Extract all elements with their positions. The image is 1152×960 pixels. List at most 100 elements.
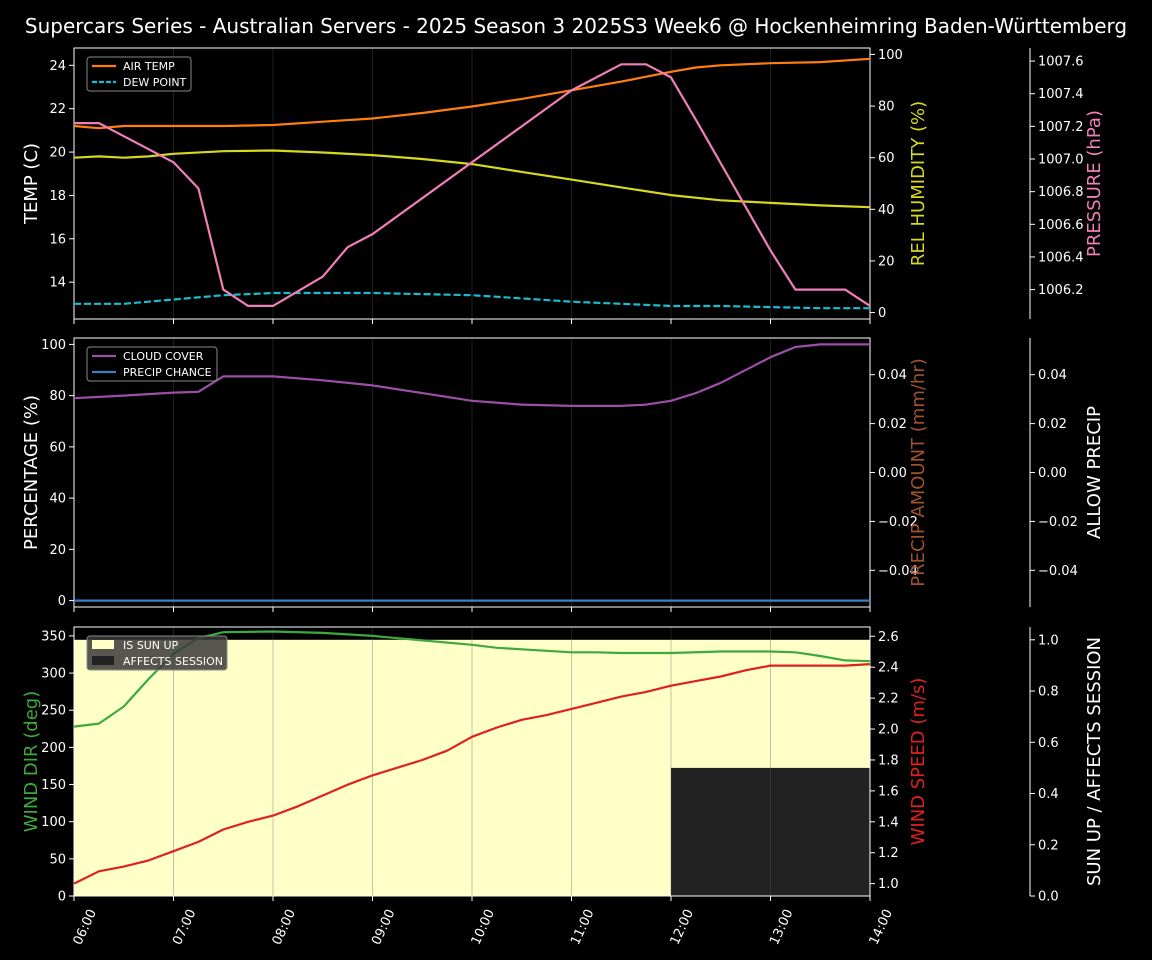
- x-tick-label: 09:00: [369, 907, 398, 947]
- legend-label: CLOUD COVER: [123, 350, 204, 363]
- x-tick-label: 08:00: [270, 907, 299, 947]
- legend-label: PRECIP CHANCE: [123, 366, 212, 379]
- y-tick-label-right2: −0.02: [1038, 515, 1078, 530]
- y-tick-label-right: 100: [878, 48, 903, 63]
- y-tick-label-right2: 1007.4: [1038, 87, 1084, 102]
- y-tick-label-left: 40: [49, 492, 66, 507]
- panel-3: [69, 626, 1035, 901]
- y-tick-label-right: 80: [878, 100, 895, 115]
- y-tick-label-left: 20: [49, 146, 66, 161]
- y-tick-label-right2: 1006.6: [1038, 218, 1084, 233]
- y-tick-label-right2: 0.0: [1038, 890, 1059, 905]
- y-tick-label-right: 1.8: [878, 753, 899, 768]
- legend-swatch: [92, 656, 114, 665]
- y-tick-label-left: 0: [58, 594, 66, 609]
- y-tick-label-left: 350: [41, 629, 66, 644]
- y-axis-label-right2: ALLOW PRECIP: [1084, 406, 1105, 539]
- y-tick-label-right2: 1.0: [1038, 633, 1059, 648]
- y-tick-label-right2: 0.02: [1038, 417, 1067, 432]
- y-tick-label-right2: 1006.2: [1038, 283, 1084, 298]
- y-tick-label-right2: −0.04: [1038, 564, 1078, 579]
- x-tick-label: 12:00: [668, 907, 697, 947]
- y-axis-label-right2: PRESSURE (hPa): [1084, 110, 1105, 257]
- y-axis-label-left: WIND DIR (deg): [21, 691, 42, 833]
- y-tick-label-right2: 1006.4: [1038, 250, 1084, 265]
- y-tick-label-right: 1.0: [878, 877, 899, 892]
- y-tick-label-left: 80: [49, 389, 66, 404]
- x-tick-label: 07:00: [170, 907, 199, 947]
- legend-box: [86, 346, 218, 382]
- y-axis-label-left: PERCENTAGE (%): [21, 395, 42, 550]
- legend-box: [86, 635, 228, 671]
- y-axis-label-left: TEMP (C): [21, 143, 42, 225]
- y-tick-label-left: 18: [49, 189, 66, 204]
- y-tick-label-left: 100: [41, 815, 66, 830]
- x-tick-label: 10:00: [469, 907, 498, 947]
- y-tick-label-right2: 0.2: [1038, 838, 1059, 853]
- y-tick-label-right2: 0.4: [1038, 787, 1059, 802]
- series-line-wind-speed: [73, 663, 871, 885]
- y-tick-label-right: 1.4: [878, 815, 899, 830]
- y-axis-label-right2: SUN UP / AFFECTS SESSION: [1084, 637, 1105, 886]
- legend-label: IS SUN UP: [123, 639, 179, 652]
- y-tick-label-right2: 0.04: [1038, 368, 1067, 383]
- y-tick-label-left: 50: [49, 852, 66, 867]
- x-tick-label: 06:00: [71, 907, 100, 947]
- y-tick-label-right2: 1007.6: [1038, 55, 1084, 70]
- y-tick-label-left: 20: [49, 543, 66, 558]
- legend: [86, 56, 192, 92]
- y-tick-label-right: 0.00: [878, 466, 907, 481]
- y-tick-label-right: 0: [878, 306, 886, 321]
- y-tick-label-left: 0: [58, 890, 66, 905]
- x-tick-label: 14:00: [867, 907, 896, 947]
- y-tick-label-right2: 1007.2: [1038, 120, 1084, 135]
- y-tick-label-right: 2.4: [878, 661, 899, 676]
- chart-title: Supercars Series - Australian Servers - …: [24, 14, 1128, 38]
- y-tick-label-left: 300: [41, 667, 66, 682]
- series-line-air-temp: [73, 57, 871, 130]
- legend-label: AIR TEMP: [123, 60, 175, 73]
- x-tick-label: 11:00: [568, 907, 597, 947]
- series-line-cloud-cover: [73, 343, 870, 407]
- x-tick-label: 13:00: [767, 907, 796, 947]
- y-tick-label-left: 60: [49, 440, 66, 455]
- y-tick-label-right: 1.2: [878, 846, 899, 861]
- y-tick-label-left: 22: [49, 102, 66, 117]
- y-tick-label-right: 2.2: [878, 692, 899, 707]
- y-tick-label-right: 60: [878, 151, 895, 166]
- y-tick-label-right: 2.6: [878, 630, 899, 645]
- legend: [86, 635, 228, 671]
- y-tick-label-right: 2.0: [878, 723, 899, 738]
- band-affects-session: [671, 767, 870, 896]
- y-tick-label-right: −0.04: [878, 564, 918, 579]
- y-tick-label-left: 200: [41, 741, 66, 756]
- y-axis-label-right: WIND SPEED (m/s): [908, 678, 929, 846]
- y-tick-label-left: 24: [49, 59, 66, 74]
- y-axis-label-right: REL HUMIDITY (%): [908, 101, 929, 266]
- legend-swatch: [92, 640, 114, 649]
- y-tick-label-right: −0.02: [878, 515, 918, 530]
- panel-1: [69, 47, 1035, 324]
- series-line-pressure: [74, 63, 871, 307]
- series-line-dew-point: [74, 291, 870, 310]
- y-tick-label-right: 20: [878, 254, 895, 269]
- legend-label: DEW POINT: [123, 76, 187, 89]
- y-tick-label-right: 0.04: [878, 368, 907, 383]
- y-tick-label-left: 100: [41, 338, 66, 353]
- legend-label: AFFECTS SESSION: [123, 655, 223, 668]
- y-tick-label-right: 0.02: [878, 417, 907, 432]
- y-axis-label-right: PRECIP AMOUNT (mm/hr): [908, 358, 929, 587]
- y-tick-label-right: 40: [878, 203, 895, 218]
- y-tick-label-left: 14: [49, 276, 66, 291]
- panel-2: [69, 337, 1035, 612]
- y-tick-label-left: 16: [49, 232, 66, 247]
- y-tick-label-right2: 0.6: [1038, 736, 1059, 751]
- y-tick-label-right2: 1007.0: [1038, 153, 1084, 168]
- y-tick-label-right2: 0.00: [1038, 466, 1067, 481]
- y-tick-label-right2: 0.8: [1038, 685, 1059, 700]
- y-tick-label-left: 250: [41, 704, 66, 719]
- y-tick-label-right: 1.6: [878, 784, 899, 799]
- series-line-rel-humidity: [73, 149, 871, 209]
- y-tick-label-left: 150: [41, 778, 66, 793]
